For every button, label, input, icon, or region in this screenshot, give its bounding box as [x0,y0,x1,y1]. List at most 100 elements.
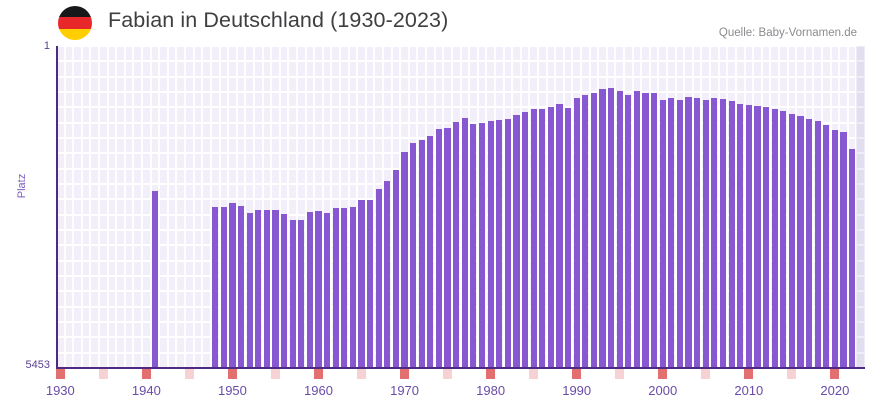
bar-1941[interactable] [151,190,159,368]
bar-2004[interactable] [694,98,701,368]
x-tick-1980 [486,369,496,379]
bar-1966[interactable] [367,199,374,368]
bar-2000[interactable] [659,99,666,368]
bar-1953[interactable] [255,209,262,368]
bar-1986[interactable] [539,109,546,368]
bar-1985[interactable] [530,109,537,368]
bar-1990[interactable] [573,97,580,368]
bar-2015[interactable] [788,114,795,368]
bar-2014[interactable] [780,111,787,368]
bar-2016[interactable] [797,116,804,368]
bar-1984[interactable] [521,111,529,368]
bar-1950[interactable] [229,203,236,368]
bar-2010[interactable] [745,105,752,368]
bar-1976[interactable] [453,122,460,368]
bar-1975[interactable] [444,128,451,368]
bar-1998[interactable] [642,92,649,368]
gridline-vertical [313,46,316,368]
gridline-vertical [691,46,694,368]
bar-2008[interactable] [728,101,735,368]
gridline-vertical [777,46,780,368]
bar-1948[interactable] [212,206,219,368]
bar-2013[interactable] [771,109,778,368]
bar-1968[interactable] [384,180,391,368]
gridline-vertical [304,46,307,368]
bar-1995[interactable] [616,90,623,368]
bar-1951[interactable] [237,205,245,368]
bar-2003[interactable] [685,97,692,368]
gridline-vertical [485,46,488,368]
bar-1949[interactable] [220,206,227,368]
bar-1957[interactable] [289,219,296,368]
bar-1992[interactable] [590,92,597,368]
bar-2011[interactable] [754,105,761,368]
bar-1961[interactable] [324,212,331,368]
bar-1977[interactable] [461,118,468,368]
gridline-vertical [579,46,582,368]
bar-1956[interactable] [280,214,288,368]
bar-1979[interactable] [478,122,486,368]
gridline-vertical [149,46,152,368]
gridline-vertical [450,46,453,368]
x-label-1990: 1990 [562,383,592,398]
bar-2019[interactable] [823,125,830,368]
bar-1993[interactable] [599,89,606,368]
bar-2009[interactable] [737,103,744,368]
bar-1972[interactable] [418,140,425,368]
bar-1982[interactable] [504,118,511,368]
bar-2006[interactable] [711,97,718,368]
bar-2017[interactable] [805,119,813,368]
bar-1981[interactable] [496,119,503,368]
gridline-horizontal [56,290,865,293]
bar-1960[interactable] [315,211,322,368]
bar-1978[interactable] [470,123,477,368]
bar-1954[interactable] [263,210,270,368]
gridline-vertical [399,46,402,368]
bar-1967[interactable] [375,189,382,368]
bar-2022[interactable] [848,148,856,368]
bar-1952[interactable] [246,213,253,368]
bar-1987[interactable] [547,106,554,368]
gridline-vertical [605,46,608,368]
flag-band-red [58,17,92,29]
gridline-vertical [270,46,273,368]
bar-1989[interactable] [564,107,572,368]
bar-1991[interactable] [582,94,589,368]
bar-1974[interactable] [435,128,443,368]
x-label-1960: 1960 [304,383,333,398]
bar-1994[interactable] [608,87,615,368]
bar-1997[interactable] [633,90,641,368]
bar-2005[interactable] [702,99,709,368]
bar-1958[interactable] [298,220,305,368]
bar-1955[interactable] [272,210,279,368]
bar-1963[interactable] [341,208,348,368]
bar-2021[interactable] [840,132,847,368]
bar-1965[interactable] [358,199,365,368]
gridline-horizontal [56,152,865,155]
bar-1996[interactable] [625,95,632,368]
flag-band-gold [58,28,92,40]
bar-1983[interactable] [513,114,520,368]
bar-1962[interactable] [332,208,339,368]
bar-2007[interactable] [719,98,727,368]
bar-1970[interactable] [401,151,408,368]
bar-2018[interactable] [814,121,821,368]
bar-1999[interactable] [651,93,658,368]
x-label-2000: 2000 [648,383,678,398]
bar-2002[interactable] [676,99,684,368]
gridline-vertical [554,46,557,368]
bar-1973[interactable] [427,136,434,368]
y-axis-min-label: 5453 [25,359,50,371]
bar-1988[interactable] [556,103,563,368]
gridline-vertical [614,46,617,368]
bar-1971[interactable] [410,143,417,368]
bar-1959[interactable] [306,211,313,368]
bar-2020[interactable] [831,130,838,368]
bar-1964[interactable] [349,206,356,368]
bar-2001[interactable] [668,97,675,368]
bar-2012[interactable] [762,106,770,368]
bar-1980[interactable] [487,120,494,368]
gridline-horizontal [56,229,865,231]
bar-1969[interactable] [392,170,400,368]
